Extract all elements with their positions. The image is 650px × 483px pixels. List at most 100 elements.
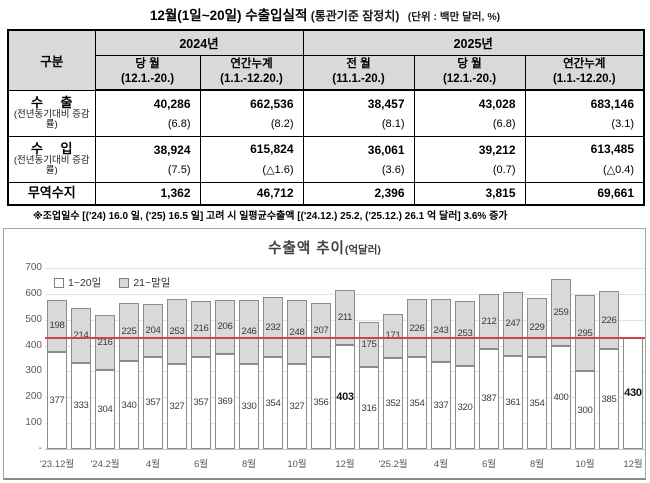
value-cell: 615,824 (△1.6) (199, 135, 304, 183)
y-tick-label: 600 (25, 287, 42, 299)
legend-label: 21~말일 (133, 277, 171, 289)
bar-segment-rest-period: 216 (95, 314, 115, 371)
x-tick-label: 12월 (335, 459, 355, 470)
y-tick-label: 500 (25, 313, 42, 325)
bar-value-label: 247 (505, 318, 521, 330)
value-cell: 39,212 (0.7) (413, 135, 526, 183)
cell-growth-rate: (△1.6) (262, 164, 294, 176)
bar-segment-first-period: 327 (167, 364, 187, 449)
chart-title: 수출액 추이(억달러) (4, 237, 645, 258)
bar-segment-first-period: 304 (95, 370, 115, 449)
cell-value: 615,824 (250, 142, 294, 156)
x-tick-label: '23.12월 (39, 459, 75, 470)
bar-segment-first-period: 333 (71, 362, 91, 449)
bar-segment-rest-period: 253 (167, 299, 187, 365)
x-tick-label: 4월 (433, 459, 449, 470)
bar-segment-rest-period: 226 (599, 291, 619, 350)
value-cell: 3,815 (413, 181, 526, 206)
y-tick-label: 700 (25, 262, 42, 273)
y-tick-label: 400 (25, 339, 42, 351)
bar-segment-rest-period: 225 (119, 302, 139, 362)
year-header-2025: 2025년 (302, 29, 645, 56)
bar-segment-first-period: 403 (335, 344, 355, 449)
bar-value-label: 225 (121, 326, 137, 338)
chart-title-unit: (억달러) (344, 244, 381, 256)
bar-value-label: 369 (217, 395, 233, 407)
bar-value-label: 377 (49, 394, 65, 406)
bar-segment-rest-period: 198 (47, 300, 67, 352)
document-title: 12월(1일~20일) 수출입실적 (통관기준 잠정치) (단위 : 백만 달러… (0, 4, 650, 25)
row-label-cell: 수 입 (전년동기대비 증감률) (7, 135, 96, 183)
cell-growth-rate: (8.2) (270, 117, 294, 130)
bar-value-label: 316 (361, 402, 377, 414)
cell-value: 613,485 (590, 142, 635, 156)
bar-segment-first-period: 340 (119, 361, 139, 449)
cell-growth-rate: (3.1) (611, 117, 635, 130)
x-tick-label: 6월 (193, 459, 209, 470)
bar-segment-first-period: 300 (575, 371, 595, 449)
column-header-label: 당 월 (457, 58, 482, 71)
bar-value-label: 356 (313, 397, 329, 409)
bar-segment-first-period: 330 (239, 363, 259, 449)
bar-value-label: 253 (457, 328, 473, 340)
bar-value-label: 259 (553, 306, 569, 318)
year-header-2024: 2024년 (94, 29, 304, 56)
bar-segment-rest-period: 232 (263, 297, 283, 358)
bar-segment-first-period: 354 (407, 357, 427, 449)
cell-value: 69,661 (597, 186, 635, 201)
column-header: 당 월 (12.1.-20.) (94, 54, 201, 91)
bar-segment-first-period: 385 (599, 349, 619, 449)
bar-segment-first-period: 316 (359, 367, 379, 449)
legend-swatch-gray-icon (119, 277, 130, 288)
bar-value-label: 340 (121, 399, 137, 411)
bar-value-label: 354 (409, 397, 425, 409)
bar-value-label: 337 (433, 399, 449, 411)
bar-value-label: 357 (145, 397, 161, 409)
column-header-range: (11.1.-20.) (332, 73, 385, 86)
title-qualifier: (통관기준 잠정치) (307, 9, 400, 23)
bar-value-label: 226 (409, 322, 425, 334)
chart-title-main: 수출액 추이 (268, 241, 345, 257)
cell-growth-rate: (3.6) (381, 163, 405, 176)
row-label: 무역수지 (27, 185, 76, 201)
y-tick-label: - (38, 443, 42, 454)
bar-segment-rest-period: 295 (575, 295, 595, 372)
bar-value-label: 300 (577, 404, 593, 416)
bar-value-label: 216 (97, 336, 113, 348)
bar-segment-rest-period: 246 (239, 300, 259, 364)
row-sublabel: (전년동기대비 증감률) (13, 155, 90, 177)
bar-segment-rest-period: 204 (143, 303, 163, 357)
x-tick-label: 8월 (529, 459, 545, 470)
bar-value-label: 212 (481, 316, 497, 328)
gridline (45, 268, 645, 269)
value-cell: 69,661 (524, 181, 645, 206)
cell-growth-rate: (8.1) (381, 117, 405, 130)
bar-value-label: 253 (169, 326, 185, 338)
row-label-cell: 무역수지 (7, 181, 96, 206)
bar-value-label: 216 (193, 323, 209, 335)
x-tick-label: '24.2월 (90, 459, 120, 470)
bar-segment-first-period: 354 (263, 357, 283, 449)
cell-value: 683,146 (590, 96, 635, 111)
chart-legend: 1~20일 21~말일 (54, 275, 170, 290)
cell-value: 2,396 (374, 186, 405, 201)
bar-segment-rest-period: 207 (311, 303, 331, 357)
column-header-range: (1.1.-12.20.) (552, 73, 616, 86)
bar-value-label: 400 (553, 391, 569, 403)
bar-segment-first-period: 387 (479, 348, 499, 449)
bar-value-label: 171 (385, 330, 401, 342)
bar-value-label: 354 (529, 397, 545, 409)
bar-segment-first-period: 357 (143, 356, 163, 449)
bar-segment-rest-period: 212 (479, 294, 499, 349)
cell-value: 1,362 (160, 186, 191, 201)
bar-segment-rest-period: 248 (287, 300, 307, 365)
table-row: 수 입 (전년동기대비 증감률) 38,924 (7.5) 615,824 (△1.6) 3… (7, 135, 645, 183)
x-axis-line (45, 449, 645, 450)
bar-segment-first-period: 400 (551, 345, 571, 449)
x-tick-label: '25.2월 (378, 459, 408, 470)
cell-value: 46,712 (256, 186, 294, 201)
bar-value-label: 333 (73, 400, 89, 412)
column-header-label: 연간누계 (563, 58, 606, 71)
bar-segment-first-period: 337 (431, 361, 451, 449)
